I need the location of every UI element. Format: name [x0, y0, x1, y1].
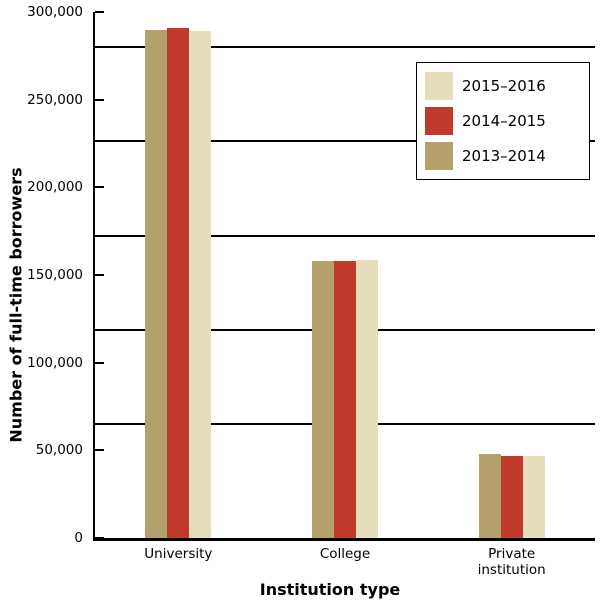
bar-university	[145, 29, 168, 538]
bar-college	[333, 260, 356, 538]
legend-label: 2015–2016	[462, 77, 546, 95]
gridline	[95, 140, 595, 143]
y-axis-line	[93, 12, 95, 541]
legend-label: 2013–2014	[462, 147, 546, 165]
plot-area: 2015–2016 2014–2015 2013–2014	[93, 11, 595, 541]
bar-group-college	[311, 260, 378, 538]
x-tick-label-text: College	[319, 546, 371, 562]
bar-private-institution	[478, 453, 501, 538]
x-axis-title: Institution type	[259, 580, 401, 599]
legend-label: 2014–2015	[462, 112, 546, 130]
bar-college	[355, 260, 378, 538]
legend-item: 2013–2014	[425, 142, 581, 170]
y-tick-mark	[95, 98, 104, 101]
x-tick-label: College	[262, 546, 429, 578]
y-tick-label: 250,000	[27, 91, 83, 108]
bar-private-institution	[522, 455, 545, 538]
y-tick-label: 200,000	[27, 179, 83, 196]
y-tick-mark	[95, 186, 104, 189]
bar-university	[189, 31, 212, 538]
y-tick-mark	[95, 274, 104, 276]
y-tick-label: 150,000	[27, 267, 83, 283]
legend: 2015–2016 2014–2015 2013–2014	[416, 62, 590, 180]
x-axis-line	[93, 538, 595, 541]
bar-group-private-institution	[478, 453, 545, 538]
gridline	[95, 46, 595, 49]
y-tick-mark	[95, 449, 104, 452]
bar-groups	[95, 12, 595, 538]
x-tick-label: Private institution	[428, 546, 595, 578]
x-tick-label: University	[95, 546, 262, 578]
x-tick-label-text: Private institution	[477, 546, 546, 578]
y-tick-label: 300,000	[27, 4, 83, 20]
x-tick-label-text: University	[144, 546, 213, 562]
y-tick-mark	[95, 361, 104, 364]
legend-item: 2014–2015	[425, 107, 581, 135]
bar-college	[311, 260, 334, 538]
gridline	[95, 234, 595, 237]
y-tick-label: 100,000	[27, 354, 83, 371]
legend-item: 2015–2016	[425, 72, 581, 100]
bar-group-university	[145, 27, 212, 538]
x-axis-labels: University College Private institution	[95, 546, 595, 578]
y-tick-label: 50,000	[35, 442, 83, 459]
bar-university	[167, 27, 190, 538]
y-axis-labels: 0 50,000 100,000 150,000 200,000 250,000 300,0…	[0, 4, 88, 546]
y-tick-label: 0	[74, 530, 83, 546]
legend-swatch	[425, 142, 453, 170]
legend-swatch	[425, 107, 453, 135]
bar-private-institution	[500, 456, 523, 538]
legend-swatch	[425, 72, 453, 100]
y-tick-mark	[95, 11, 104, 13]
